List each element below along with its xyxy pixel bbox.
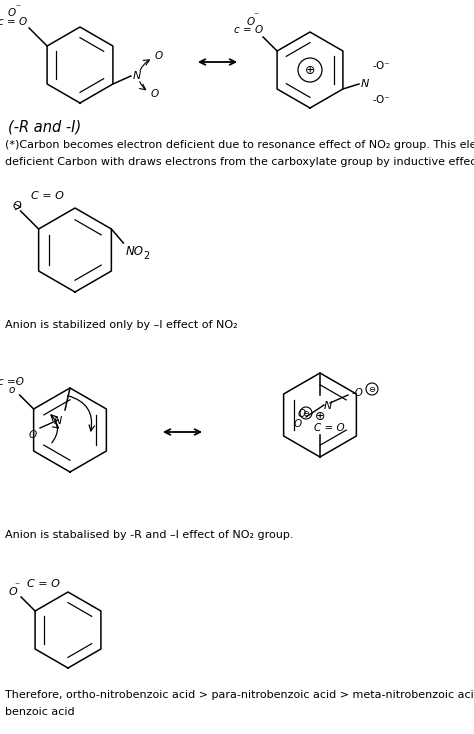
Text: Anion is stabalised by -R and –I effect of NO₂ group.: Anion is stabalised by -R and –I effect … [5,530,293,540]
Text: ⁻: ⁻ [16,3,21,13]
Text: O: O [294,419,302,429]
Text: Therefore, ortho-nitrobenzoic acid > para-nitrobenzoic acid > meta-nitrobenzoic : Therefore, ortho-nitrobenzoic acid > par… [5,690,474,700]
Text: benzoic acid: benzoic acid [5,707,74,717]
Text: O: O [12,201,21,211]
Text: N: N [361,79,369,89]
Text: -O: -O [352,388,364,398]
Text: O: O [155,51,163,61]
Text: ⁻: ⁻ [15,581,19,591]
Text: (*)Carbon becomes electron deficient due to resonance effect of NO₂ group. This : (*)Carbon becomes electron deficient due… [5,140,474,150]
Text: N: N [324,401,332,411]
Text: ⁻: ⁻ [14,379,19,389]
Text: ⁻: ⁻ [254,11,259,21]
Text: o: o [9,385,15,395]
Text: (-R and -I): (-R and -I) [8,120,81,135]
Text: deficient Carbon with draws electrons from the carboxylate group by inductive ef: deficient Carbon with draws electrons fr… [5,157,474,167]
Text: N: N [54,416,62,426]
Text: c = O: c = O [0,17,27,27]
Text: O: O [247,17,255,27]
Text: ⊕: ⊕ [315,410,325,423]
Text: O: O [298,409,306,419]
Text: O: O [29,430,37,440]
Text: ⊖: ⊖ [368,385,375,393]
Text: c = O: c = O [234,25,263,35]
Text: O: O [8,8,16,18]
Text: C = O: C = O [31,191,64,201]
Text: Anion is stabilized only by –I effect of NO₂: Anion is stabilized only by –I effect of… [5,320,237,330]
Text: -O⁻: -O⁻ [373,61,391,71]
Text: 2: 2 [143,251,150,261]
Text: O: O [151,89,159,99]
Text: c =O: c =O [0,377,24,387]
Text: ⊖: ⊖ [302,410,310,418]
Text: -O⁻: -O⁻ [373,95,391,105]
Text: C = O: C = O [314,423,345,433]
Text: ⊕: ⊕ [305,65,315,78]
Text: NO: NO [126,245,143,258]
Text: O: O [9,587,18,597]
Text: C = O: C = O [27,579,60,589]
Text: N: N [133,71,141,81]
